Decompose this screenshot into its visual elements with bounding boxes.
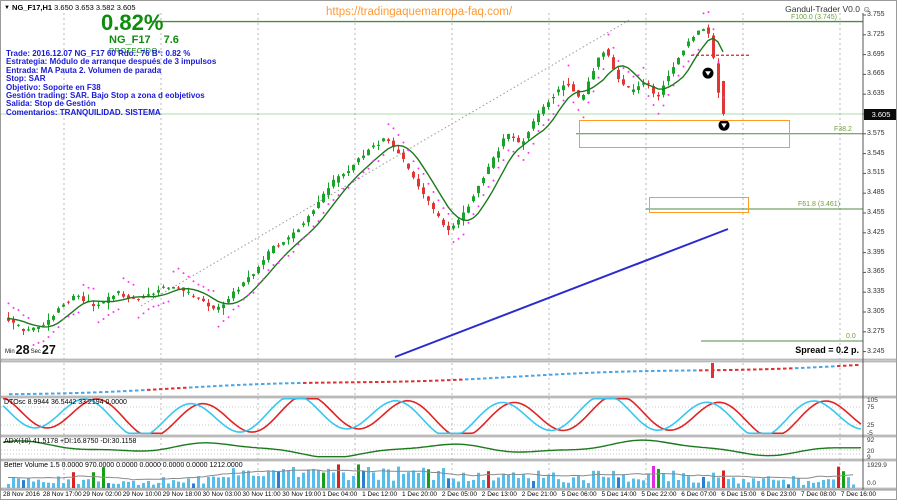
- trade-info-line: Stop: SAR: [6, 74, 46, 84]
- indicator-axis-value: 20: [867, 447, 875, 455]
- countdown-min-label: Min: [5, 349, 15, 355]
- price-tick: 3.665: [867, 70, 885, 78]
- price-tick: 3.485: [867, 189, 885, 197]
- price-tick: 3.365: [867, 268, 885, 276]
- trade-info-line: Estrategia: Módulo de arranque después d…: [6, 57, 217, 67]
- profit-percent: 0.82%: [101, 10, 164, 35]
- price-tick: 3.395: [867, 248, 885, 256]
- time-axis-label: 1 Dec 12:00: [362, 491, 398, 498]
- indicator-axis-value: 25: [867, 421, 875, 429]
- trade-info-line: Entrada: MA Pauta 2. Volumen de parada: [6, 65, 162, 75]
- price-tick: 3.575: [867, 129, 885, 137]
- trade-info-line: Salida: Stop de Gestión: [6, 99, 96, 109]
- time-axis-label: 7 Dec 08:00: [801, 491, 837, 498]
- indicator-axis-value: 1929.9: [867, 462, 887, 469]
- spread-label: Spread = 0.2 p.: [795, 345, 859, 355]
- time-axis-label: 5 Dec 22:00: [641, 491, 677, 498]
- countdown-seconds: 27: [41, 343, 56, 357]
- chart-menu-icon[interactable]: ▼: [4, 5, 10, 11]
- price-tick: 3.725: [867, 30, 885, 38]
- time-axis-label: 29 Nov 02:00: [82, 491, 122, 498]
- time-axis-label: 2 Dec 05:00: [441, 491, 477, 498]
- trade-symbol-row: NG_F17 7.6: [109, 34, 179, 46]
- fib-level-label: F61.8 (3.461): [798, 201, 841, 209]
- ea-name-label: Gandul-Trader V0.0 ☺: [771, 4, 871, 14]
- better-volume-label: Better Volume 1.5 0.0000 970.0000 0.0000…: [4, 462, 243, 469]
- time-axis-label: 6 Dec 15:00: [721, 491, 757, 498]
- indicator-axis-value: 0.0: [867, 480, 877, 487]
- fib-level-label: 0.0: [846, 333, 856, 341]
- trade-info-line: Trade: 2016.12.07 NG_F17 60 Rdo.: 76 Bº:…: [6, 49, 191, 58]
- price-tick: 3.275: [867, 327, 885, 335]
- smiley-icon: ☺: [862, 4, 871, 14]
- price-tick: 3.305: [867, 308, 885, 315]
- trade-info: Trade: 2016.12.07 NG_F17 60 Rdo.: 76 Bº:…: [6, 49, 217, 117]
- price-tick: 3.635: [867, 90, 885, 98]
- price-tick: 3.695: [867, 50, 885, 58]
- time-axis-label: 1 Dec 04:00: [322, 491, 358, 498]
- symbol-period-label: NG_F17,H1: [12, 3, 53, 12]
- price-tick: 3.545: [867, 149, 885, 157]
- time-axis-label: 6 Dec 23:00: [761, 491, 797, 498]
- trade-info-line: Objetivo: Soporte en F38: [6, 82, 101, 92]
- time-axis-label: 28 Nov 17:00: [42, 491, 82, 498]
- time-axis-label: 2 Dec 13:00: [481, 491, 517, 498]
- time-axis-label: 5 Dec 14:00: [601, 491, 637, 498]
- time-axis-label: 29 Nov 18:00: [162, 491, 202, 498]
- ohlc-values: 3.650 3.653 3.582 3.605: [54, 3, 136, 12]
- indicator-axis-value: 75: [867, 403, 875, 411]
- trade-symbol: NG_F17: [109, 34, 151, 46]
- price-tick: 3.335: [867, 288, 885, 296]
- chart-ohlc-title[interactable]: ▼ NG_F17,H1 3.650 3.653 3.582 3.605: [4, 3, 136, 12]
- price-tick: 3.245: [867, 347, 885, 355]
- time-axis-label: 30 Nov 11:00: [242, 491, 281, 498]
- candle-countdown: Min 28 Sec 27: [5, 343, 56, 357]
- dtosc-label: DTOsc 8.9944 36.5442 33.2194 0.0000: [4, 399, 127, 406]
- time-axis-label: 28 Nov 2016: [3, 491, 40, 498]
- time-axis-label: 29 Nov 10:00: [122, 491, 162, 498]
- target-zone-rectangle[interactable]: [649, 197, 749, 213]
- trade-info-line: Comentarios: TRANQUILIDAD. SISTEMA: [6, 107, 161, 117]
- ea-name-text: Gandul-Trader V0.0: [785, 4, 860, 14]
- time-axis-label: 6 Dec 07:00: [681, 491, 717, 498]
- indicator-axis-value: 92: [867, 437, 875, 444]
- fib-level-label: F38.2: [834, 125, 852, 133]
- indicator-axis-value: 105: [867, 397, 878, 404]
- price-tick: 3.515: [867, 169, 885, 177]
- indicator-axis-value: -5: [867, 430, 873, 437]
- target-zone-rectangle[interactable]: [579, 120, 790, 148]
- countdown-sec-label: Sec: [30, 349, 41, 355]
- trade-info-line: Gestión trading: SAR. Bajo Stop a zona d…: [6, 91, 205, 101]
- time-axis-label: 7 Dec 16:00: [840, 491, 876, 498]
- time-axis-label: 1 Dec 20:00: [402, 491, 438, 498]
- current-price-tag: 3.605: [864, 108, 896, 120]
- price-tick: 3.455: [867, 209, 885, 216]
- time-axis-label: 2 Dec 21:00: [521, 491, 557, 498]
- countdown-minutes: 28: [15, 343, 30, 357]
- watermark-url: https://tradingaquemarropa-faq.com/: [326, 6, 513, 18]
- price-tick: 3.425: [867, 228, 885, 236]
- adx-label: ADX(10) 41.5178 +DI:16.8750 -DI:30.1158: [4, 438, 137, 445]
- price-tick: 3.755: [867, 11, 885, 18]
- time-axis-label: 30 Nov 03:00: [202, 491, 242, 498]
- time-axis-label: 5 Dec 06:00: [561, 491, 597, 498]
- trade-value: 7.6: [163, 34, 179, 46]
- indicator-axis-value: 9: [867, 453, 871, 461]
- time-axis-label: 30 Nov 19:00: [282, 491, 321, 498]
- fib-level-label: F100.0 (3.745): [791, 13, 837, 21]
- trade-status-label: PROTEGIDO: [109, 46, 158, 55]
